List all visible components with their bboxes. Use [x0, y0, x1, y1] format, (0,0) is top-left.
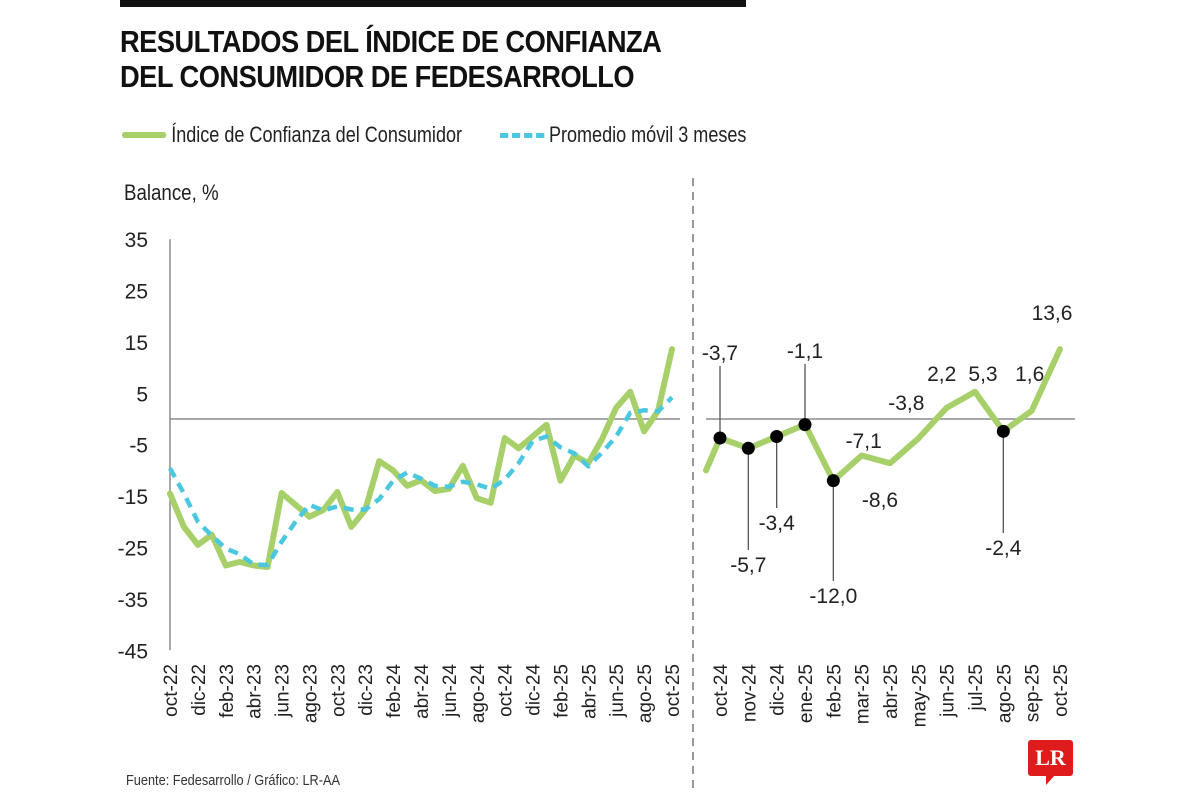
x-tick-label: jun-25: [607, 664, 628, 718]
x-tick-label: nov-24: [739, 664, 760, 723]
x-tick-label: oct-25: [663, 664, 684, 717]
x-tick-label: oct-24: [711, 664, 732, 717]
data-label: -5,7: [730, 554, 766, 577]
x-tick-label: ago-24: [468, 664, 489, 724]
data-label: -3,7: [702, 342, 738, 365]
title-line-1: RESULTADOS DEL ÍNDICE DE CONFIANZA: [120, 24, 662, 59]
chart-title: RESULTADOS DEL ÍNDICE DE CONFIANZA DEL C…: [120, 24, 662, 94]
x-tick-label: ene-25: [796, 664, 817, 723]
x-tick-label: abr-25: [881, 664, 902, 719]
legend-label-moving-avg: Promedio móvil 3 meses: [548, 122, 747, 147]
data-marker: [741, 441, 755, 455]
y-tick-label: -25: [118, 538, 148, 561]
title-line-2: DEL CONSUMIDOR DE FEDESARROLLO: [120, 59, 635, 94]
data-label: -2,4: [985, 537, 1022, 560]
x-tick-label: jun-24: [440, 664, 461, 718]
data-label: -12,0: [809, 585, 857, 608]
data-label: 1,6: [1015, 363, 1044, 386]
data-marker: [798, 418, 812, 432]
x-tick-label: feb-25: [824, 664, 845, 718]
data-marker: [826, 474, 840, 488]
y-tick-label: -45: [118, 640, 148, 663]
legend-swatch-moving-avg: [499, 132, 545, 138]
legend: Índice de Confianza del Consumidor Prome…: [122, 120, 746, 150]
data-label: -3,4: [759, 512, 796, 535]
x-tick-label: jul-25: [966, 664, 987, 711]
x-tick-label: oct-22: [161, 664, 182, 717]
legend-swatch-index: [122, 132, 167, 138]
data-label: 5,3: [968, 363, 997, 386]
y-tick-label: -15: [118, 486, 148, 509]
x-tick-label: jun-25: [938, 664, 959, 718]
lr-logo: LR: [1028, 740, 1073, 785]
data-label: -8,6: [862, 489, 898, 512]
x-tick-label: ago-23: [300, 664, 321, 723]
y-tick-label: 5: [136, 383, 148, 406]
left-chart-axes: [169, 239, 680, 651]
x-tick-label: dic-23: [356, 664, 377, 716]
right-index-series-line: [703, 346, 1063, 484]
left-chart-lines: [167, 346, 675, 570]
data-label: 13,6: [1032, 302, 1073, 325]
x-tick-label: feb-25: [551, 664, 572, 718]
data-label: 2,2: [927, 363, 956, 386]
data-marker: [996, 424, 1010, 438]
x-tick-label: ago-25: [994, 664, 1015, 723]
y-axis-title: Balance, %: [124, 180, 219, 205]
x-tick-label: sep-25: [1023, 664, 1044, 722]
data-label: -7,1: [846, 430, 882, 453]
x-tick-label: oct-24: [496, 664, 517, 717]
x-tick-label: feb-24: [384, 664, 405, 718]
y-tick-label: 35: [125, 229, 148, 252]
x-tick-label: dic-24: [768, 664, 789, 716]
y-tick-label: -5: [129, 435, 148, 458]
left-chart-y-ticks: 35 25 15 5 -5 -15 -25 -35 -45: [118, 229, 148, 663]
source-note: Fuente: Fedesarrollo / Gráfico: LR-AA: [126, 772, 341, 789]
x-tick-label: oct-25: [1051, 664, 1072, 717]
x-tick-label: abr-24: [412, 664, 433, 719]
left-chart-x-ticks: oct-22 dic-22 feb-23 abr-23 jun-23 ago-23 oct-…: [161, 664, 684, 724]
data-label: -1,1: [787, 340, 823, 363]
x-tick-label: abr-25: [579, 664, 600, 719]
x-tick-label: oct-23: [328, 664, 349, 717]
y-tick-label: 15: [125, 332, 148, 355]
right-chart-x-ticks: oct-24 nov-24 dic-24 ene-25 feb-25 mar-25 abr-…: [711, 664, 1072, 728]
data-label: -3,8: [888, 392, 924, 415]
right-chart-annotations: -3,7 -5,7 -3,4 -1,1 -12,0 -7,1 -8,6 -3,82,2 5,3 -…: [702, 302, 1073, 608]
x-tick-label: ago-25: [635, 664, 656, 723]
title-top-bar: [120, 0, 746, 7]
data-marker: [713, 431, 727, 445]
data-marker: [770, 429, 784, 443]
legend-label-index: Índice de Confianza del Consumidor: [171, 122, 463, 147]
x-tick-label: feb-23: [217, 664, 238, 718]
x-tick-label: mar-25: [853, 664, 874, 724]
x-tick-label: abr-23: [245, 664, 266, 719]
x-tick-label: dic-22: [189, 664, 210, 716]
x-tick-label: may-25: [909, 664, 930, 727]
y-tick-label: -35: [118, 589, 148, 612]
x-tick-label: jun-23: [273, 664, 294, 718]
x-tick-label: dic-24: [524, 664, 545, 716]
right-chart-lines: [703, 346, 1063, 484]
y-tick-label: 25: [125, 281, 148, 304]
